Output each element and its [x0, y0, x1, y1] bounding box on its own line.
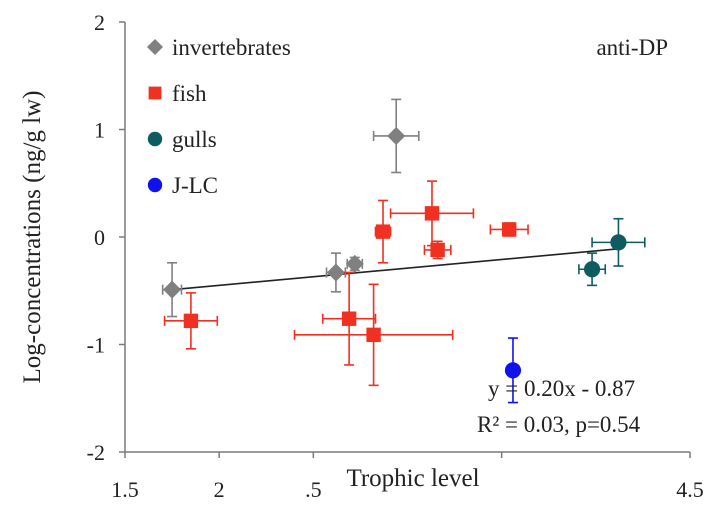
regression-equation: y = 0.20x - 0.87 — [488, 376, 635, 401]
x-tick-label: 2 — [214, 477, 225, 502]
legend-label: fish — [172, 81, 207, 106]
legend-label: invertebrates — [172, 35, 291, 60]
data-point-fish — [502, 222, 517, 237]
data-point-invertebrates — [345, 254, 364, 273]
data-point-fish — [430, 242, 445, 258]
y-tick-label: 2 — [94, 10, 105, 35]
y-tick-label: 0 — [94, 225, 105, 250]
x-axis-title: Trophic level — [346, 465, 479, 492]
data-point-invertebrates — [163, 280, 182, 299]
data-point-invertebrates — [387, 126, 406, 145]
regression-stats: R² = 0.03, p=0.54 — [477, 412, 641, 437]
y-tick-label: 1 — [94, 118, 105, 143]
data-point-gulls — [610, 234, 627, 251]
data-point-fish — [341, 311, 357, 326]
trendline — [172, 248, 619, 291]
x-tick-label: .5 — [305, 477, 322, 502]
legend-marker-invertebrates — [147, 39, 163, 55]
data-point-j-lc — [504, 362, 522, 379]
data-point-fish — [424, 206, 440, 221]
x-axis-title-bg — [328, 462, 500, 494]
x-axis-ticks: 1.5 2 .5 4.5 — [111, 452, 704, 502]
y-tick-label: -1 — [87, 333, 105, 358]
legend-marker-fish — [148, 86, 162, 100]
y-axis-ticks: -2 -1 0 1 2 — [87, 10, 125, 465]
trendline-layer — [172, 248, 619, 291]
y-axis-title: Log-concentrations (ng/g lw) — [19, 91, 46, 384]
legend-marker-j-lc — [147, 177, 163, 193]
panel-label: anti-DP — [596, 35, 668, 60]
legend-label: J-LC — [172, 173, 218, 198]
data-points-layer — [161, 98, 646, 404]
x-tick-label: 1.5 — [111, 477, 139, 502]
data-point-gulls — [583, 261, 601, 278]
data-point-fish — [375, 224, 391, 239]
y-tick-label: -2 — [87, 440, 105, 465]
legend: invertebrates fish gulls J-LC — [147, 35, 291, 198]
data-point-fish — [366, 327, 381, 343]
data-point-invertebrates — [326, 263, 345, 282]
legend-marker-gulls — [147, 131, 163, 147]
data-point-fish — [183, 313, 199, 329]
x-tick-label: 4.5 — [676, 477, 704, 502]
legend-label: gulls — [172, 127, 217, 152]
